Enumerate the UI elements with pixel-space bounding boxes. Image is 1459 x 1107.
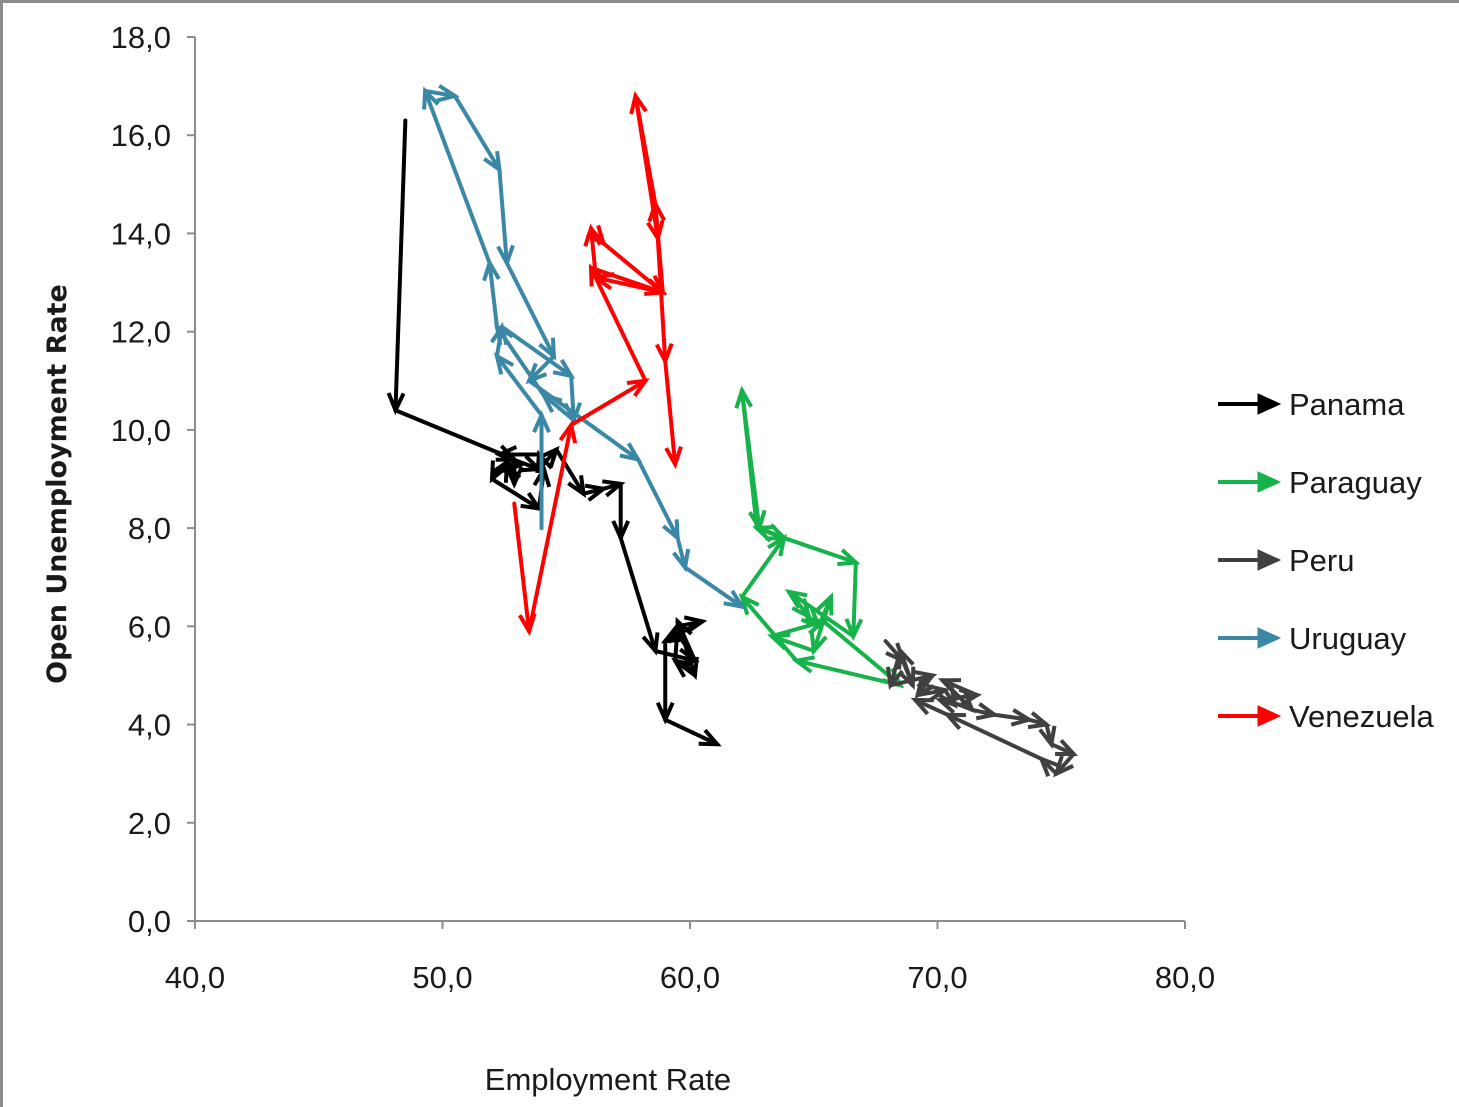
x-tick-label: 40,0 [165,960,225,995]
peru-arrowhead [910,697,934,716]
legend-arrow-icon [1257,549,1282,571]
x-tick-label: 80,0 [1155,960,1215,995]
legend-label-peru: Peru [1289,543,1354,578]
uruguay-segment [423,89,457,98]
uruguay-segment [487,260,499,329]
y-axis-title: Open Unemployment Rate [42,284,73,684]
y-tick-label: 4,0 [128,708,171,743]
uruguay-segment [636,457,680,540]
panama-segment [663,619,705,644]
paraguay-segment [769,619,826,639]
venezuela-segment [601,241,665,295]
venezuela-segment [663,359,678,467]
paraguay-arrowhead [734,385,753,409]
y-tick-label: 16,0 [111,118,171,153]
venezuela-arrowhead [664,445,683,470]
paraguay-segment [794,658,903,688]
series-panama [386,118,722,747]
x-ticks: 40,0 50,0 60,0 70,0 80,0 [165,921,1215,995]
venezuela-segment [633,93,660,241]
venezuela-segment [512,501,532,634]
x-tick-label: 70,0 [907,960,967,995]
legend-arrow-icon [1257,471,1282,493]
peru-segment [913,698,950,717]
legend-item-panama: Panama [1218,387,1405,422]
legend-label-panama: Panama [1289,387,1405,422]
y-tick-label: 18,0 [111,20,171,55]
legend-item-paraguay: Paraguay [1218,465,1422,500]
uruguay-segment [504,260,556,359]
paraguay-segment [787,589,811,619]
panama-segment [673,624,680,663]
panama-segment [490,477,542,511]
legend-arrow-icon [1257,705,1282,727]
paraguay-segment [739,388,759,531]
uruguay-segment [527,378,641,462]
x-axis-title: Employment Rate [485,1062,731,1097]
uruguay-segment [452,93,502,172]
peru-segment [940,678,975,712]
peru-segment [940,678,980,698]
uruguay-segment [494,354,544,418]
peru-segment [888,673,935,688]
legend-label-uruguay: Uruguay [1289,621,1407,656]
series-paraguay [734,385,905,689]
y-tick-label: 12,0 [111,315,171,350]
axes: 0,0 2,0 4,0 6,0 8,0 10,0 12,0 14,0 16,0 18,0 40,0… [111,20,1216,995]
legend: Panama Paraguay Peru Uruguay Venezuela [1218,387,1435,734]
peru-segment [992,712,1032,722]
x-tick-label: 60,0 [660,960,720,995]
series-venezuela [512,91,683,637]
legend-item-uruguay: Uruguay [1218,621,1407,656]
panama-segment [663,717,720,747]
legend-label-paraguay: Paraguay [1289,465,1422,500]
panama-segment [554,447,586,496]
panama-arrowhead [698,728,722,747]
panama-segment [393,118,408,413]
venezuela-segment [527,422,574,634]
paraguay-segment [739,594,799,663]
uruguay-segment [675,535,688,570]
uruguay-arrowhead [723,589,747,610]
series-uruguay [422,84,747,610]
series-layer [386,84,1079,778]
y-tick-label: 8,0 [128,511,171,546]
uruguay-segment [497,167,509,265]
uruguay-segment [423,89,492,265]
y-tick-label: 14,0 [111,216,171,251]
uruguay-segment [541,393,576,423]
uruguay-segment [683,565,744,609]
legend-item-peru: Peru [1218,543,1354,578]
peru-segment [888,648,903,688]
panama-segment [393,408,517,462]
series-peru [883,639,1079,778]
peru-segment [945,712,1044,761]
paraguay-segment [782,535,858,565]
legend-item-venezuela: Venezuela [1218,699,1435,734]
x-tick-label: 50,0 [412,960,472,995]
legend-label-venezuela: Venezuela [1289,699,1435,734]
paraguay-segment [851,560,858,639]
panama-segment [497,452,542,472]
y-tick-label: 6,0 [128,609,171,644]
venezuela-segment [569,378,648,427]
legend-arrow-icon [1257,627,1282,649]
venezuela-segment [589,265,648,383]
paraguay-segment [787,589,856,639]
panama-segment [618,535,658,653]
y-ticks: 0,0 2,0 4,0 6,0 8,0 10,0 12,0 14,0 16,0 18,0 [111,20,195,939]
uruguay-segment [527,354,556,383]
y-tick-label: 10,0 [111,413,171,448]
legend-arrow-icon [1257,393,1282,415]
venezuela-segment [655,236,668,364]
y-tick-label: 0,0 [128,904,171,939]
paraguay-segment [739,535,787,599]
y-tick-label: 2,0 [128,806,171,841]
